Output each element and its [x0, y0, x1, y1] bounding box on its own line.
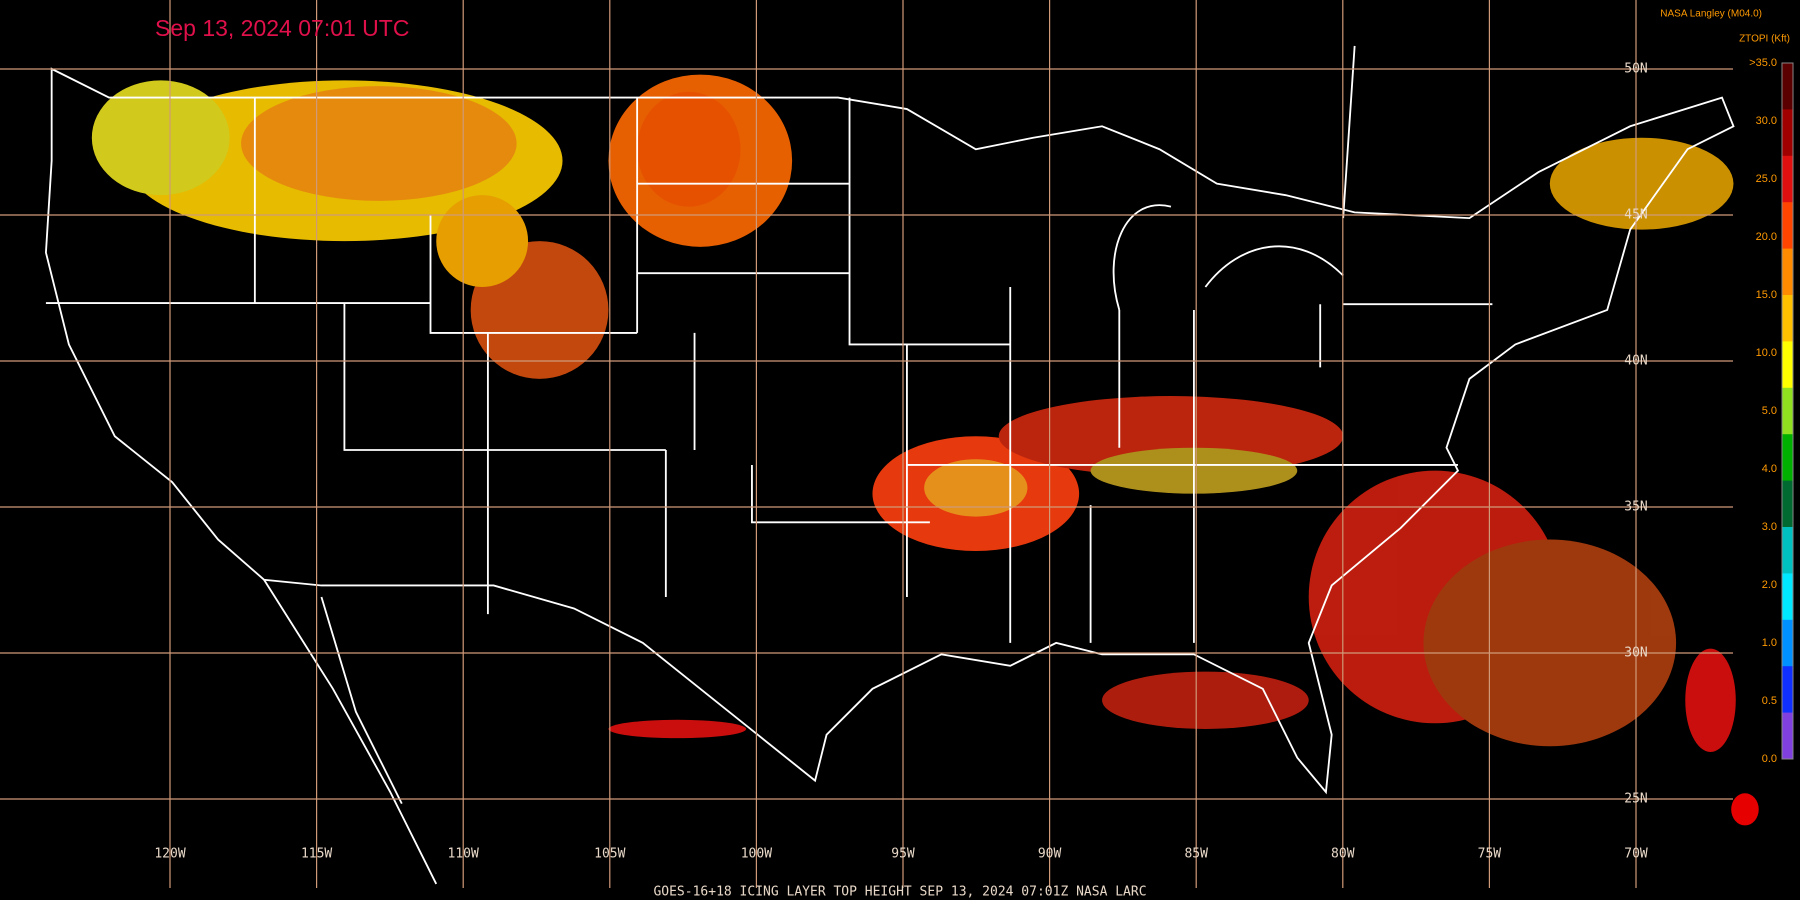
legend-label: 0.0: [1762, 753, 1777, 765]
legend: >35.0 30.0 25.0 20.0 15.0 10.0 5.0 4.0 3.0 2.0 1.0…: [1749, 57, 1794, 765]
legend-swatch: [1782, 434, 1793, 482]
legend-swatch: [1782, 202, 1793, 250]
legend-label: 2.0: [1762, 579, 1777, 591]
legend-label: 10.0: [1756, 347, 1777, 359]
borders: [44, 45, 1735, 885]
legend-swatch: [1782, 666, 1793, 714]
legend-swatch: [1782, 480, 1793, 528]
legend-label: 20.0: [1756, 231, 1777, 243]
legend-label: 3.0: [1762, 521, 1777, 533]
longitude-label: 110W: [448, 847, 479, 862]
longitude-label: 95W: [891, 847, 915, 862]
longitude-label: 90W: [1038, 847, 1062, 862]
legend-swatch: [1782, 155, 1793, 203]
legend-label: 4.0: [1762, 463, 1777, 475]
clouds: [91, 74, 1759, 826]
longitude-label: 105W: [594, 847, 625, 862]
legend-label: 15.0: [1756, 289, 1777, 301]
latitude-label: 45N: [1624, 208, 1647, 223]
longitude-label: 115W: [301, 847, 332, 862]
longitude-label: 120W: [154, 847, 185, 862]
map-layer: [44, 45, 1759, 885]
latitude-label: 50N: [1624, 62, 1647, 77]
longitude-label: 70W: [1624, 847, 1648, 862]
latitude-label: 30N: [1624, 646, 1647, 661]
longitude-label: 100W: [741, 847, 772, 862]
legend-swatch: [1782, 109, 1793, 157]
timestamp: Sep 13, 2024 07:01 UTC: [155, 15, 409, 41]
latitude-label: 25N: [1624, 792, 1647, 807]
credit: NASA Langley (M04.0): [1660, 9, 1762, 20]
legend-swatch: [1782, 248, 1793, 296]
legend-swatch: [1782, 619, 1793, 667]
legend-label: 0.5: [1762, 695, 1777, 707]
legend-swatch: [1782, 527, 1793, 574]
legend-swatch: [1782, 387, 1793, 435]
legend-label: 25.0: [1756, 173, 1777, 185]
legend-label: >35.0: [1749, 57, 1777, 69]
legend-title: ZTOPI (Kft): [1739, 34, 1790, 45]
legend-label: 5.0: [1762, 405, 1777, 417]
longitude-label: 85W: [1184, 847, 1208, 862]
caption: GOES-16+18 ICING LAYER TOP HEIGHT SEP 13…: [653, 885, 1146, 900]
legend-swatch: [1782, 63, 1793, 110]
latitude-label: 40N: [1624, 354, 1647, 369]
graticule: 120W 115W 110W 105W 100W 95W 90W 85W 80W 75W 70W 50…: [0, 0, 1733, 888]
latitude-label: 35N: [1624, 500, 1647, 515]
legend-swatch: [1782, 295, 1793, 342]
legend-swatch: [1782, 341, 1793, 389]
legend-label: 30.0: [1756, 115, 1777, 127]
legend-swatch: [1782, 712, 1793, 760]
legend-label: 1.0: [1762, 637, 1777, 649]
longitude-label: 75W: [1478, 847, 1502, 862]
legend-frame: [1781, 62, 1794, 760]
longitude-label: 80W: [1331, 847, 1355, 862]
legend-swatch: [1782, 573, 1793, 621]
